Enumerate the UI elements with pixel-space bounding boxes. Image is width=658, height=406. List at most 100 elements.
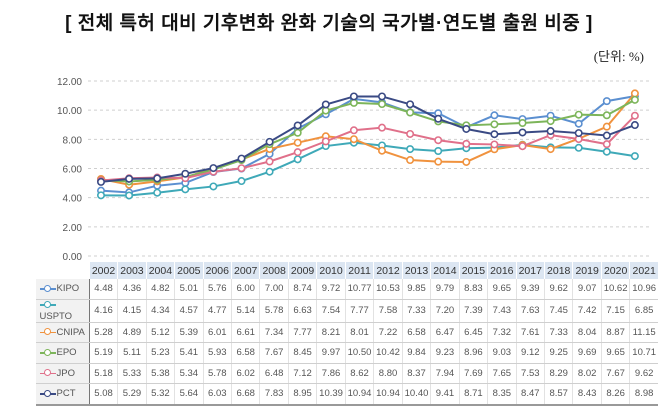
data-point-pct — [210, 165, 216, 171]
data-point-jpo — [632, 113, 638, 119]
data-label: 8.37 — [402, 363, 430, 384]
data-label: 7.43 — [488, 299, 516, 322]
data-point-epo — [576, 111, 582, 117]
data-label: 9.62 — [630, 363, 658, 384]
data-label: 8.62 — [345, 363, 373, 384]
data-label: 7.77 — [345, 299, 373, 322]
data-label: 9.79 — [431, 279, 459, 299]
data-label: 7.45 — [545, 299, 573, 322]
data-label: 8.21 — [317, 322, 345, 343]
data-point-uspto — [295, 156, 301, 162]
data-point-pct — [491, 131, 497, 137]
data-point-uspto — [126, 192, 132, 198]
data-point-cnipa — [407, 157, 413, 163]
data-point-uspto — [98, 192, 104, 198]
data-label: 8.26 — [601, 384, 629, 405]
data-point-uspto — [266, 169, 272, 175]
data-label: 8.57 — [545, 384, 573, 405]
legend-label: KIPO — [57, 283, 80, 294]
x-tick-label: 2020 — [601, 262, 629, 279]
data-label: 4.48 — [89, 279, 117, 299]
data-label: 6.61 — [232, 322, 260, 343]
data-label: 10.94 — [374, 384, 402, 405]
data-label: 11.15 — [630, 322, 658, 343]
data-label: 9.97 — [317, 343, 345, 364]
data-label: 8.98 — [630, 384, 658, 405]
data-label: 7.83 — [260, 384, 288, 405]
data-label: 5.29 — [118, 384, 146, 405]
data-label: 7.12 — [288, 363, 316, 384]
x-tick-label: 2007 — [232, 262, 260, 279]
data-label: 7.67 — [601, 363, 629, 384]
data-point-epo — [547, 118, 553, 124]
data-label: 7.63 — [516, 299, 544, 322]
data-label: 5.38 — [146, 363, 174, 384]
data-point-pct — [519, 129, 525, 135]
data-label: 10.77 — [345, 279, 373, 299]
data-label: 9.41 — [431, 384, 459, 405]
data-label: 5.08 — [89, 384, 117, 405]
data-point-cnipa — [379, 148, 385, 154]
x-tick-label: 2002 — [89, 262, 117, 279]
data-point-epo — [295, 130, 301, 136]
data-label: 7.22 — [374, 322, 402, 343]
data-label: 7.58 — [374, 299, 402, 322]
legend-entry: USPTO — [36, 299, 90, 322]
data-point-uspto — [154, 190, 160, 196]
data-label: 6.58 — [402, 322, 430, 343]
legend-label: EPO — [57, 347, 77, 358]
data-label: 4.89 — [118, 322, 146, 343]
legend-marker-icon — [40, 349, 56, 357]
y-tick-label: 4.00 — [63, 194, 83, 205]
data-point-pct — [126, 176, 132, 182]
data-point-jpo — [323, 138, 329, 144]
data-point-pct — [576, 130, 582, 136]
data-point-uspto — [182, 186, 188, 192]
data-label: 8.01 — [345, 322, 373, 343]
data-point-kipo — [604, 98, 610, 104]
data-label: 6.68 — [232, 384, 260, 405]
data-label: 6.01 — [203, 322, 231, 343]
data-label: 7.65 — [488, 363, 516, 384]
data-point-cnipa — [463, 159, 469, 165]
data-point-jpo — [463, 141, 469, 147]
data-label: 8.96 — [459, 343, 487, 364]
x-tick-label: 2006 — [203, 262, 231, 279]
data-point-pct — [435, 116, 441, 122]
data-point-pct — [407, 101, 413, 107]
data-point-pct — [379, 93, 385, 99]
x-tick-label: 2018 — [545, 262, 573, 279]
x-tick-label: 2011 — [345, 262, 373, 279]
data-label: 5.14 — [232, 299, 260, 322]
data-label: 4.82 — [146, 279, 174, 299]
data-point-pct — [238, 155, 244, 161]
data-point-jpo — [604, 141, 610, 147]
data-label: 9.65 — [601, 343, 629, 364]
y-tick-label: 2.00 — [63, 223, 83, 234]
data-label: 10.94 — [345, 384, 373, 405]
data-label: 9.07 — [573, 279, 601, 299]
data-label: 7.69 — [459, 363, 487, 384]
data-label: 7.32 — [488, 322, 516, 343]
series-line-uspto — [101, 143, 635, 196]
data-point-uspto — [604, 149, 610, 155]
data-label: 8.47 — [516, 384, 544, 405]
y-tick-label: 6.00 — [63, 165, 83, 176]
legend-marker-icon — [40, 301, 56, 309]
data-label: 9.12 — [516, 343, 544, 364]
x-tick-label: 2005 — [175, 262, 203, 279]
data-label: 9.69 — [573, 343, 601, 364]
data-label: 8.87 — [601, 322, 629, 343]
data-point-uspto — [210, 183, 216, 189]
x-tick-label: 2017 — [516, 262, 544, 279]
data-label: 5.23 — [146, 343, 174, 364]
data-point-epo — [407, 109, 413, 115]
data-point-kipo — [491, 112, 497, 118]
data-label: 6.58 — [232, 343, 260, 364]
series-line-cnipa — [101, 93, 635, 184]
header-blank — [36, 262, 90, 279]
x-tick-label: 2009 — [288, 262, 316, 279]
